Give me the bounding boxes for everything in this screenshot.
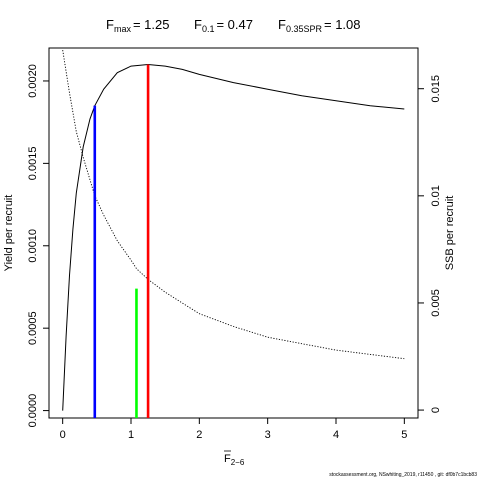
y-tick-label: 0.0000: [27, 394, 39, 428]
title-fspr-value: = 1.08: [324, 17, 361, 32]
title-fmax-sub: max: [114, 24, 132, 34]
x-tick-label: 4: [333, 429, 339, 441]
title-f01-sub: 0.1: [202, 24, 215, 34]
chart-title: Fmax = 1.25 F0.1 = 0.47 F0.35SPR = 1.08: [106, 17, 361, 34]
y-axis-left: 0.0000 0.0005 0.0010 0.0015 0.0020: [27, 64, 49, 427]
y-tick-label: 0.0005: [27, 311, 39, 345]
title-f01-label: F: [194, 17, 202, 32]
y-axis-label: Yield per recruit: [3, 195, 15, 272]
plot-frame: [48, 47, 419, 419]
title-f01-value: = 0.47: [216, 17, 253, 32]
y2-tick-label: 0.015: [430, 75, 442, 103]
y-tick-label: 0.0010: [27, 229, 39, 263]
title-fmax-value: = 1.25: [133, 17, 170, 32]
svg-text:Fmax= 1.25 F0.1= 0.47: Fmax = 1.25 F0.1 = 0.47 F0.35SPR = 1.08: [106, 17, 361, 34]
ssb-per-recruit-line: [62, 50, 405, 360]
x-tick-label: 5: [401, 429, 407, 441]
x-tick-label: 2: [196, 429, 202, 441]
x-axis-label-main: F: [224, 453, 231, 465]
y2-tick-label: 0.005: [430, 289, 442, 317]
y-tick-label: 0.0020: [27, 64, 39, 98]
y-tick-label: 0.0015: [27, 147, 39, 181]
title-fmax-label: F: [106, 17, 114, 32]
series-layer: [62, 50, 405, 411]
title-fspr-sub: 0.35SPR: [286, 24, 323, 34]
title-fspr-label: F: [278, 17, 286, 32]
y-axis-right: 0 0.005 0.01 0.015: [418, 75, 442, 413]
y2-tick-label: 0.01: [430, 185, 442, 206]
x-axis: 0 1 2 3 4 5: [60, 418, 407, 441]
x-tick-label: 0: [60, 429, 66, 441]
footer-text: stockassessment.org, NSwhiting_2019, r11…: [329, 472, 477, 478]
x-axis-label-sub: 2−6: [231, 458, 245, 467]
x-axis-label: F2−6: [224, 453, 245, 467]
yield-per-recruit-line: [62, 63, 405, 411]
reference-lines: [93, 64, 150, 418]
y2-tick-label: 0: [430, 407, 442, 413]
x-tick-label: 1: [128, 429, 134, 441]
x-tick-label: 3: [265, 429, 271, 441]
y2-axis-label: SSB per recruit: [444, 196, 456, 271]
